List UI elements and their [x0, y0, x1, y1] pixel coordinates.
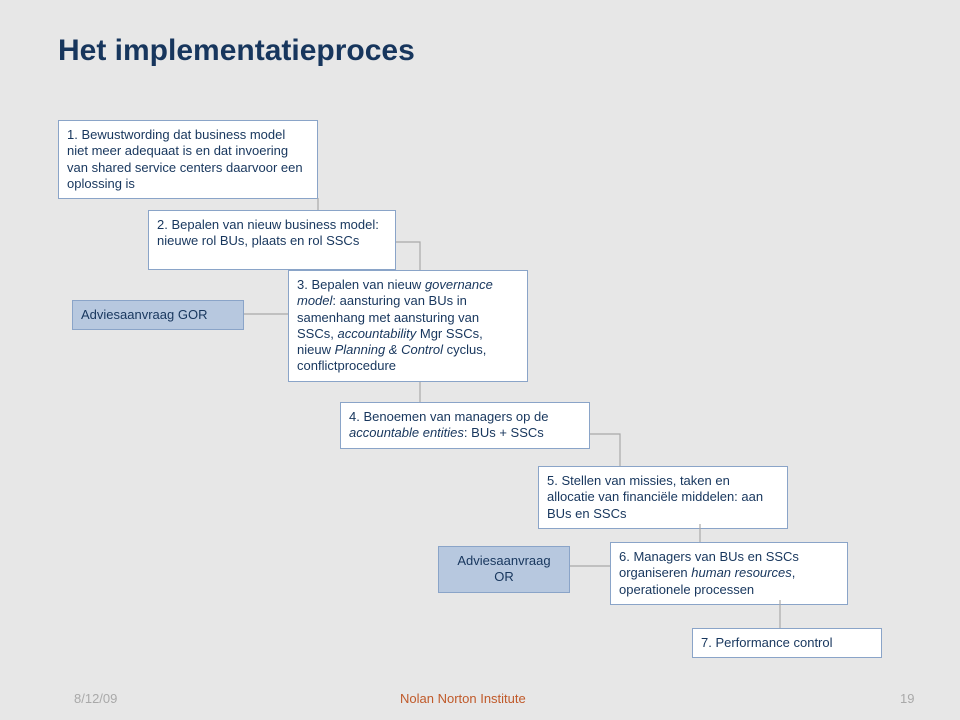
slide-title: Het implementatieproces [58, 34, 415, 68]
step-7-box: 7. Performance control [692, 628, 882, 658]
step-4-italic: accountable entities [349, 425, 464, 440]
step-2-box: 2. Bepalen van nieuw business model: nie… [148, 210, 396, 270]
footer-institute: Nolan Norton Institute [400, 691, 526, 706]
step-5-box: 5. Stellen van missies, taken en allocat… [538, 466, 788, 529]
step-6-box: 6. Managers van BUs en SSCs organiseren … [610, 542, 848, 605]
step-3-box: 3. Bepalen van nieuw governance model: a… [288, 270, 528, 382]
step-6-italic: human resources [691, 565, 791, 580]
step-4-box: 4. Benoemen van managers op de accountab… [340, 402, 590, 449]
slide: Het implementatieproces 1. Bewustwording… [0, 0, 960, 720]
or-line2: OR [494, 569, 514, 584]
adviesaanvraag-or-box: Adviesaanvraag OR [438, 546, 570, 593]
step-1-box: 1. Bewustwording dat business model niet… [58, 120, 318, 199]
step-4-text-part: : BUs + SSCs [464, 425, 544, 440]
footer-date: 8/12/09 [74, 691, 117, 706]
step-3-italic-2: accountability [337, 326, 416, 341]
adviesaanvraag-gor-box: Adviesaanvraag GOR [72, 300, 244, 330]
footer-page-number: 19 [900, 691, 914, 706]
or-line1: Adviesaanvraag [457, 553, 550, 568]
step-4-text-part: 4. Benoemen van managers op de [349, 409, 548, 424]
step-3-italic-3: Planning & Control [335, 342, 443, 357]
step-3-text-part: 3. Bepalen van nieuw [297, 277, 425, 292]
